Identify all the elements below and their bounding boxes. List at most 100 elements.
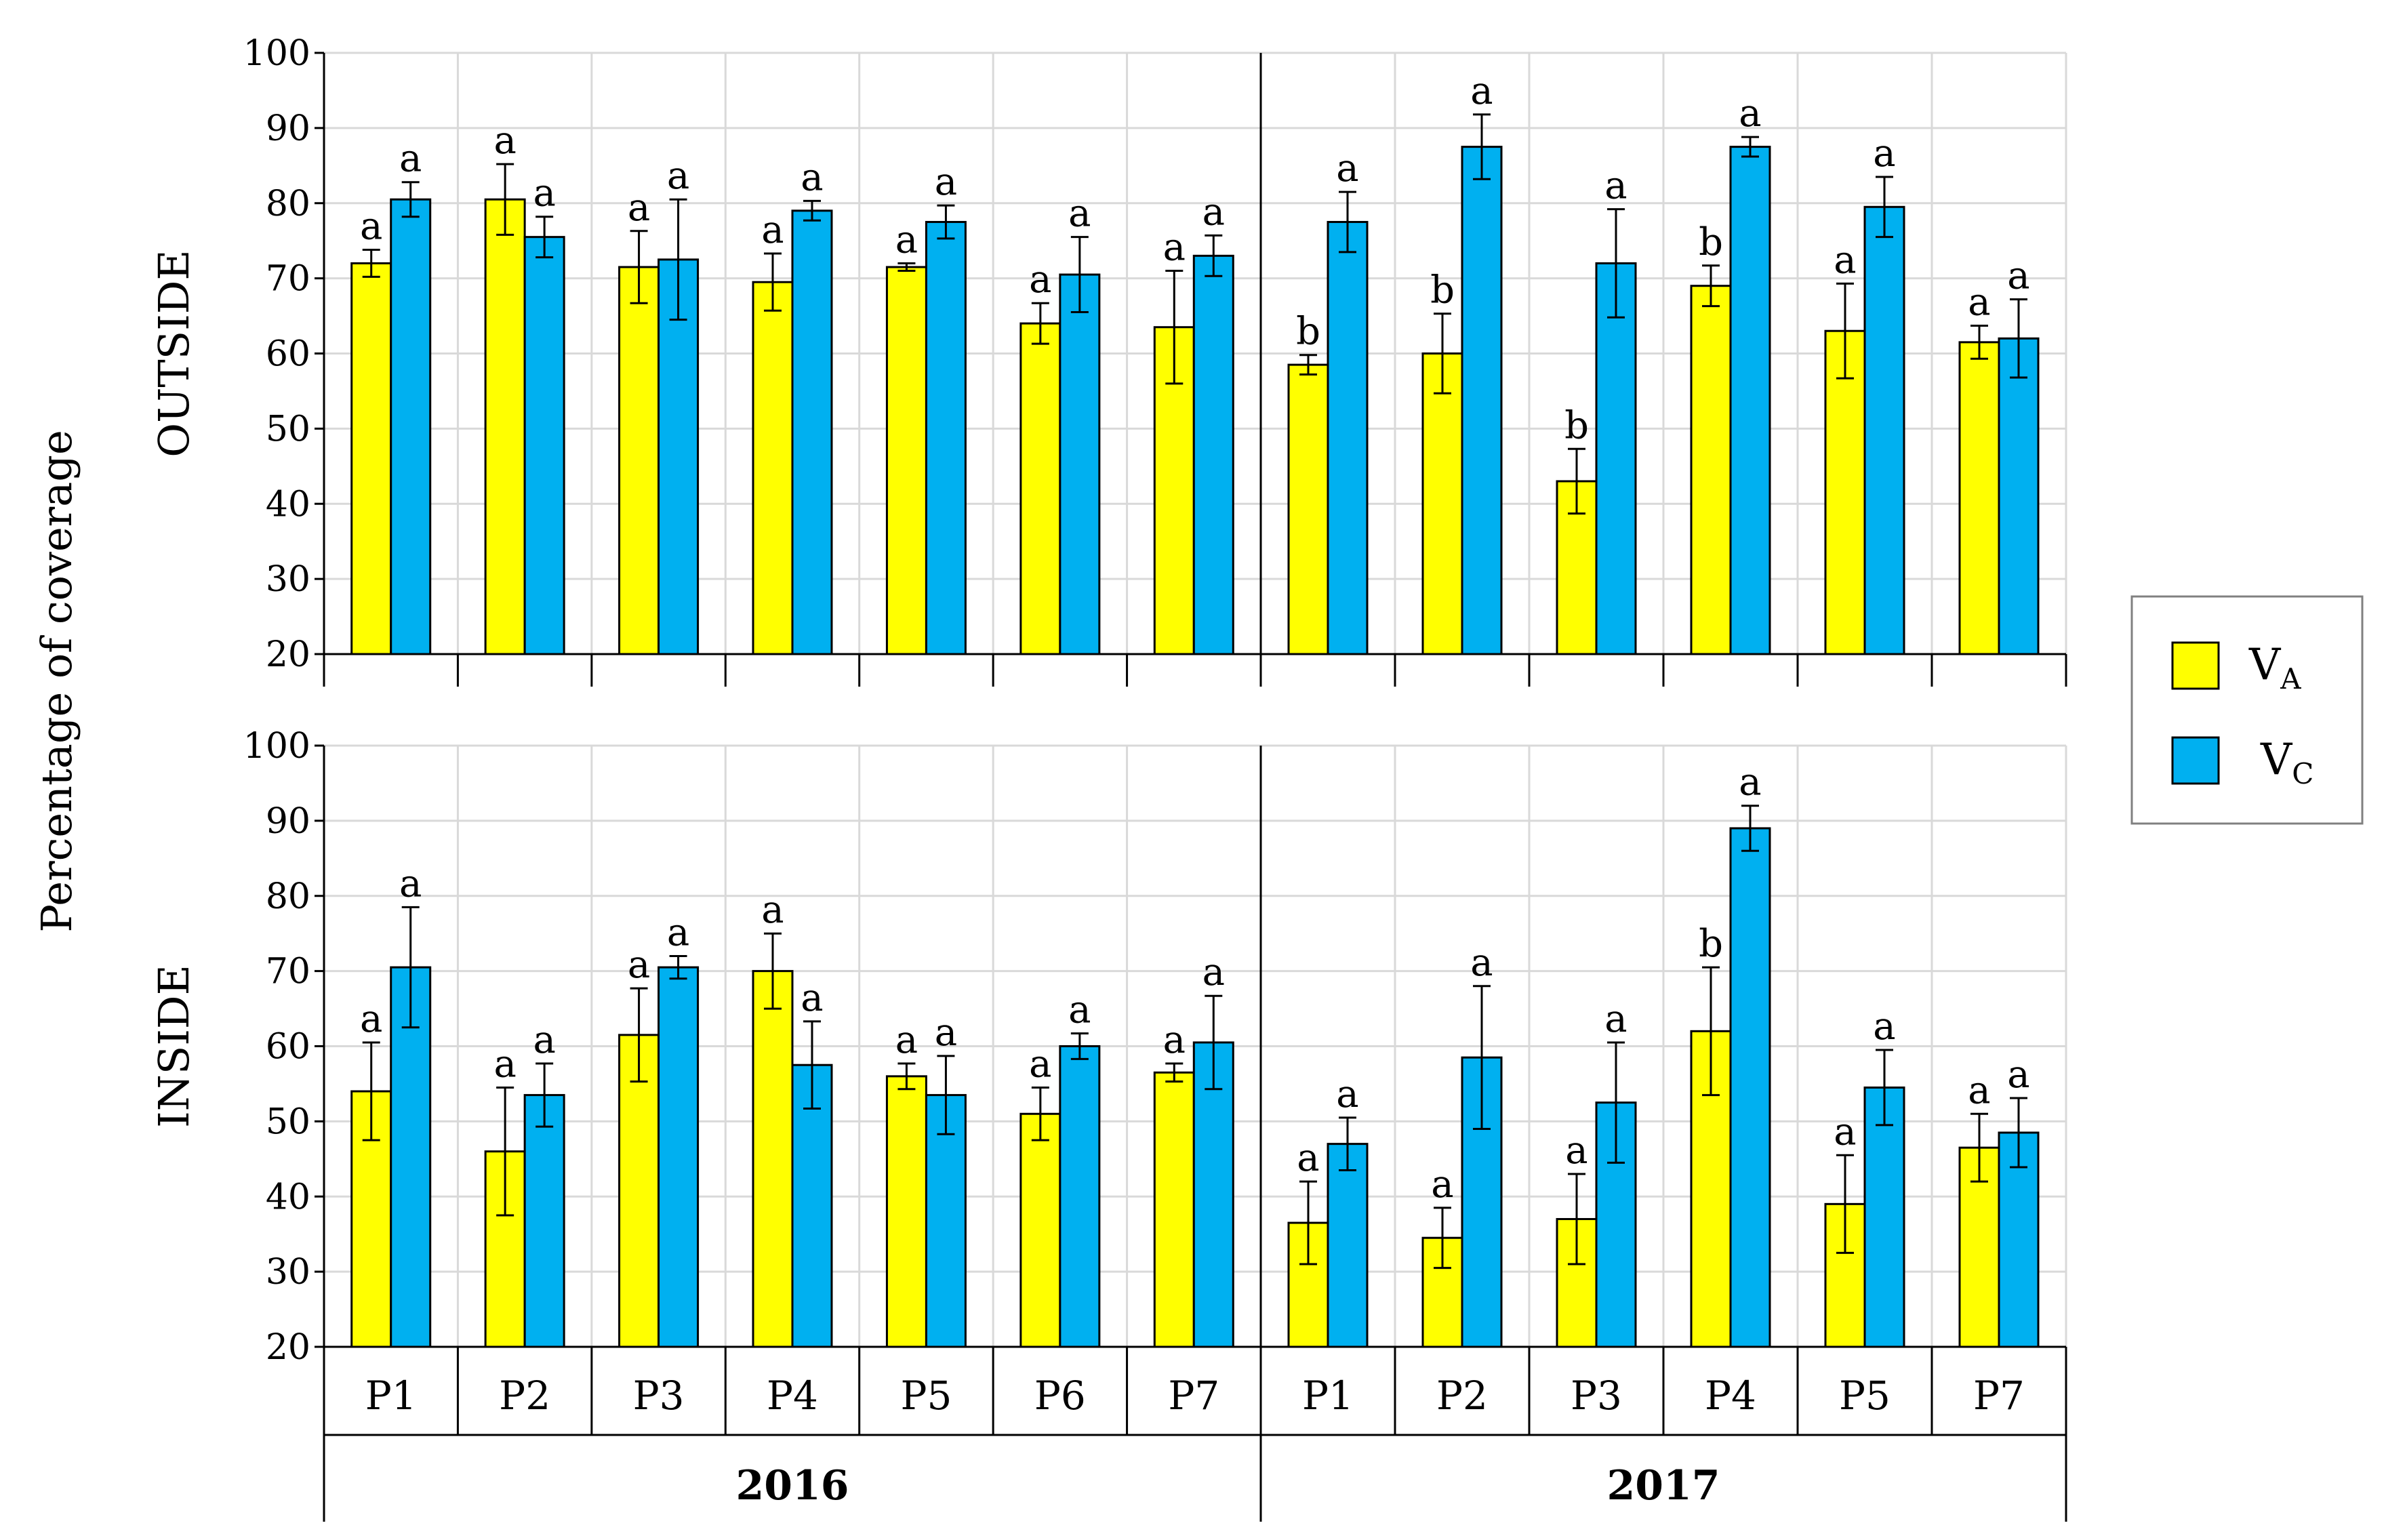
bar-vc [1998,337,2040,655]
bar-vc [390,966,432,1348]
y-tick-label: 90 [266,801,310,842]
significance-label: a [1202,190,1225,234]
bar-vc [791,1063,833,1348]
bar-vc [1192,254,1234,655]
category-label: P5 [900,1373,952,1419]
significance-label: a [1565,1129,1588,1173]
bar-vc [1059,273,1101,655]
significance-label: a [399,137,422,181]
panel-title-outside: OUTSIDE [149,249,199,457]
significance-label: b [1699,922,1723,966]
bar-vc [1595,262,1637,655]
significance-label: a [360,997,382,1041]
bar-vc [791,209,833,655]
bar-va [1958,341,2000,655]
category-label: P2 [1436,1373,1488,1419]
y-tick-label: 20 [266,1327,310,1368]
bar-va [1019,322,1061,655]
category-label: P6 [1034,1373,1086,1419]
significance-label: a [2007,254,2029,298]
bar-va [1958,1146,2000,1348]
category-label: P4 [767,1373,818,1419]
bar-vc [1863,205,1905,655]
significance-label: b [1699,220,1723,264]
significance-label: a [1739,761,1761,805]
legend-label-va: VA [2248,640,2301,695]
significance-label: b [1564,403,1589,447]
y-tick-label: 60 [266,334,310,375]
panel-title-inside: INSIDE [149,965,199,1128]
bar-vc [1729,827,1771,1348]
y-tick-label: 30 [266,559,310,600]
significance-label: a [761,888,784,932]
significance-label: a [1968,1068,1990,1112]
y-tick-label: 50 [266,409,310,449]
significance-label: a [895,218,918,262]
bar-vc [658,966,700,1348]
significance-label: a [1470,941,1493,985]
legend-box [2130,595,2364,825]
significance-label: a [493,119,516,163]
significance-label: a [628,186,650,230]
bar-vc [925,220,967,655]
bar-vc [1461,146,1503,655]
significance-label: a [1163,1018,1186,1062]
bar-va [618,266,660,655]
significance-label: a [1431,1162,1453,1207]
category-label: P5 [1839,1373,1890,1419]
bar-vc [523,236,565,655]
legend-swatch-va [2171,641,2220,690]
bar-va [752,281,794,655]
y-tick-label: 90 [266,108,310,149]
significance-label: a [1604,997,1627,1041]
bar-vc [1729,146,1771,655]
y-tick-label: 40 [266,1177,310,1217]
significance-label: a [533,171,555,216]
significance-label: a [667,154,689,198]
category-label: P7 [1168,1373,1219,1419]
bar-vc [1059,1045,1101,1348]
significance-label: a [1470,69,1493,113]
significance-label: a [1202,950,1225,994]
significance-label: a [1873,1005,1895,1049]
bar-vc [390,198,432,655]
y-tick-label: 40 [266,484,310,525]
bar-vc [523,1094,565,1348]
bar-vc [925,1094,967,1348]
significance-label: a [1029,258,1051,302]
category-label: P1 [365,1373,417,1419]
significance-label: a [628,943,650,987]
legend-label-vc: VC [2260,735,2313,790]
category-label: P2 [499,1373,550,1419]
significance-label: a [935,160,957,204]
year-label-2017: 2017 [1607,1462,1720,1509]
significance-label: a [1029,1042,1051,1086]
significance-label: a [1297,1136,1319,1180]
category-label: P1 [1302,1373,1354,1419]
y-tick-label: 60 [266,1027,310,1068]
y-tick-label: 70 [266,259,310,300]
bar-va [1153,1071,1195,1348]
significance-label: a [1336,1072,1358,1116]
bar-va [484,198,526,655]
bar-va [1421,352,1463,655]
significance-label: a [935,1011,957,1055]
bar-va [350,262,392,655]
bar-vc [1327,220,1369,655]
y-tick-label: 50 [266,1101,310,1142]
significance-label: a [1834,238,1856,282]
significance-label: a [1336,146,1358,190]
y-tick-label: 30 [266,1252,310,1293]
year-label-2016: 2016 [736,1462,849,1509]
significance-label: a [1834,1110,1856,1154]
category-label: P7 [1973,1373,2025,1419]
significance-label: a [1068,988,1091,1032]
bar-va [1019,1112,1061,1348]
bar-vc [1863,1086,1905,1348]
y-tick-label: 80 [266,184,310,224]
y-tick-label: 80 [266,876,310,917]
significance-label: a [1604,164,1627,208]
legend: VA VC [2130,595,2364,825]
